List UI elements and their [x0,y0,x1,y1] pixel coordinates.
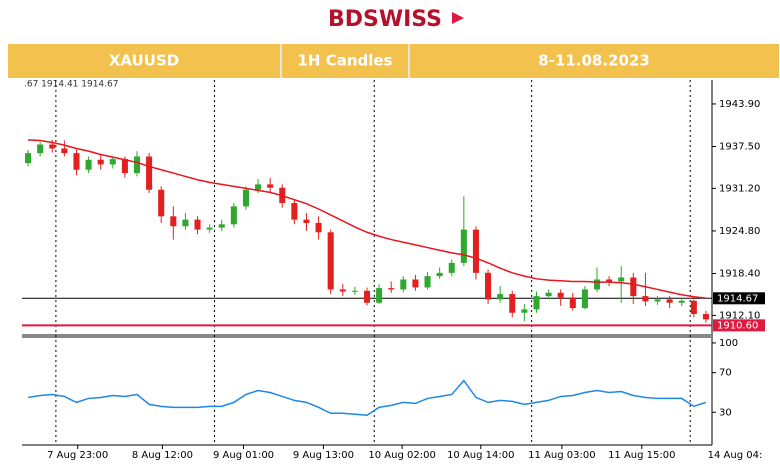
indicator-tick-label: 30 [719,407,732,418]
candle-body [218,224,225,228]
candle-body [606,279,613,282]
candle-body [666,299,673,303]
candle-body [412,279,419,288]
indicator-tick-label: 70 [719,368,732,379]
level-label-box [713,319,765,332]
candle-body [509,294,516,313]
candle-body [533,296,540,310]
level-label-box [713,292,765,305]
candle-body [37,144,44,154]
candle-body [557,292,564,298]
candle-body [109,159,116,165]
indicator-line [27,379,707,417]
candle-body [291,203,298,220]
candle-body [376,288,383,303]
x-tick-label: 14 Aug 04: [708,450,763,461]
level-label: 1914.67 [717,293,758,304]
candle-body [85,159,92,170]
candle-body [497,294,504,300]
candle-body [654,299,661,302]
candle-body [351,290,358,292]
candle-body [545,292,552,297]
header-period: 8-11.08.2023 [538,52,650,70]
candle-body [49,144,56,149]
candle-body [363,290,371,303]
candle-body [230,206,237,225]
logo: BDSWISS [328,7,442,32]
candle-body [25,153,32,164]
candle-body [581,289,588,309]
candle-body [630,277,637,297]
x-tick-label: 10 Aug 14:00 [447,450,514,461]
y-tick-label: 1924.80 [719,226,760,237]
x-tick-label: 7 Aug 23:00 [47,450,108,461]
logo-icon [452,12,464,24]
candle-body [460,229,467,263]
header-timeframe: 1H Candles [297,52,392,70]
candle-body [303,219,310,223]
candle-body [400,279,407,290]
candle-body [618,277,625,282]
candle-body [485,272,492,300]
x-tick-label: 8 Aug 12:00 [132,450,193,461]
candle-body [593,279,601,290]
x-tick-label: 9 Aug 01:00 [213,450,274,461]
candle-body [642,296,649,302]
candle-body [97,159,104,165]
candle-body [61,148,68,154]
candle-body [170,216,177,227]
candle-body [73,153,80,170]
info-text: .67 1914.41 1914.67 [24,80,118,90]
indicator-tick-label: 100 [719,338,738,349]
candle-body [315,222,322,233]
y-tick-label: 1931.20 [719,183,760,194]
header-symbol: XAUUSD [109,52,179,70]
candle-body [702,314,709,320]
candle-body [146,156,153,190]
candle-body [339,289,346,292]
candle-body [436,272,443,277]
header-bar [8,44,779,78]
y-tick-label: 1912.10 [719,310,760,321]
candle-body [327,232,334,290]
candle-body [194,219,201,230]
x-tick-label: 11 Aug 03:00 [528,450,595,461]
candle-body [569,297,576,309]
y-tick-label: 1918.40 [719,268,760,279]
x-tick-label: 9 Aug 13:00 [293,450,354,461]
candle-body [472,229,479,273]
level-label: 1910.60 [717,320,758,331]
y-tick-label: 1943.90 [719,99,760,110]
candle-body [678,300,685,303]
candle-body [448,262,455,273]
panel-divider [22,334,712,338]
candle-body [255,184,262,190]
candle-body [158,189,165,217]
x-tick-label: 11 Aug 15:00 [608,450,675,461]
candle-body [690,300,697,315]
candle-body [121,159,128,174]
candle-body [388,288,395,290]
candle-body [521,309,528,313]
y-tick-label: 1937.50 [719,141,760,152]
candle-body [133,156,141,174]
moving-average [28,139,707,299]
candle-body [242,189,249,207]
candle-body [206,227,213,230]
candle-body [267,184,274,188]
candle-body [182,219,189,227]
candle-body [424,276,431,288]
x-tick-label: 10 Aug 02:00 [368,450,435,461]
